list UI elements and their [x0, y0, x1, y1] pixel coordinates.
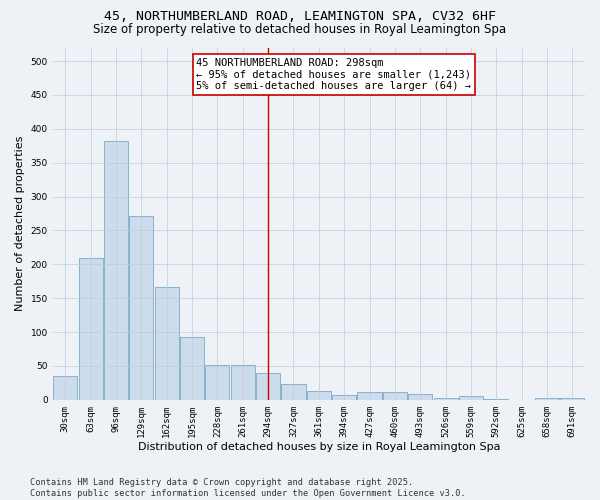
Text: Size of property relative to detached houses in Royal Leamington Spa: Size of property relative to detached ho…	[94, 22, 506, 36]
Y-axis label: Number of detached properties: Number of detached properties	[15, 136, 25, 312]
Bar	[180, 337, 204, 400]
Bar	[256, 372, 280, 400]
Bar	[79, 258, 103, 400]
Bar	[231, 364, 255, 400]
Bar	[434, 398, 458, 400]
Bar	[459, 396, 483, 400]
Bar	[130, 216, 154, 400]
Text: 45, NORTHUMBERLAND ROAD, LEAMINGTON SPA, CV32 6HF: 45, NORTHUMBERLAND ROAD, LEAMINGTON SPA,…	[104, 10, 496, 23]
Bar	[358, 392, 382, 400]
Bar	[332, 395, 356, 400]
Bar	[205, 364, 229, 400]
Bar	[307, 391, 331, 400]
Bar	[484, 399, 508, 400]
Text: Contains HM Land Registry data © Crown copyright and database right 2025.
Contai: Contains HM Land Registry data © Crown c…	[30, 478, 466, 498]
Bar	[535, 398, 559, 400]
Bar	[383, 392, 407, 400]
Bar	[560, 398, 584, 400]
Bar	[104, 141, 128, 400]
Bar	[53, 376, 77, 400]
Bar	[408, 394, 432, 400]
Bar	[155, 286, 179, 400]
Bar	[281, 384, 305, 400]
X-axis label: Distribution of detached houses by size in Royal Leamington Spa: Distribution of detached houses by size …	[137, 442, 500, 452]
Text: 45 NORTHUMBERLAND ROAD: 298sqm
← 95% of detached houses are smaller (1,243)
5% o: 45 NORTHUMBERLAND ROAD: 298sqm ← 95% of …	[196, 58, 472, 92]
